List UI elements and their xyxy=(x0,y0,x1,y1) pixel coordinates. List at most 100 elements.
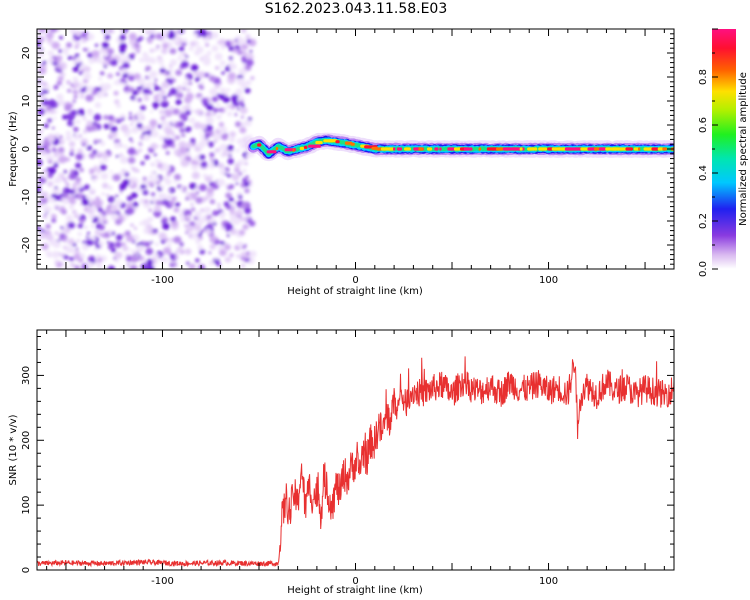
noise-blob xyxy=(195,239,201,244)
noise-blob xyxy=(240,43,249,51)
noise-blob xyxy=(195,109,202,115)
noise-blob xyxy=(249,250,257,258)
noise-blob xyxy=(96,87,102,92)
noise-blob xyxy=(93,216,99,222)
noise-blob xyxy=(118,58,126,64)
noise-blob xyxy=(81,243,90,251)
snr-x-tick-label: 0 xyxy=(352,576,358,587)
noise-blob xyxy=(208,143,214,148)
noise-blob xyxy=(206,186,215,194)
noise-blob xyxy=(130,95,136,101)
noise-blob xyxy=(126,263,130,267)
noise-blob xyxy=(47,50,54,57)
noise-blob xyxy=(117,209,121,213)
noise-blob xyxy=(63,170,67,174)
noise-blob xyxy=(108,120,114,125)
noise-blob xyxy=(91,224,95,228)
noise-blob xyxy=(150,31,154,34)
noise-blob xyxy=(69,189,75,195)
noise-blob xyxy=(220,241,225,245)
noise-blob xyxy=(177,56,182,61)
noise-blob xyxy=(197,244,204,251)
noise-blob xyxy=(235,182,239,185)
noise-blob xyxy=(218,38,226,46)
noise-blob xyxy=(179,146,188,155)
noise-blob xyxy=(164,237,169,242)
noise-blob xyxy=(200,161,208,168)
noise-blob xyxy=(68,204,75,210)
noise-blob xyxy=(96,257,103,263)
noise-blob xyxy=(60,175,65,180)
noise-blob xyxy=(116,103,122,109)
spectrogram-y-tick-label: 0 xyxy=(21,146,32,152)
noise-blob xyxy=(157,95,162,100)
noise-blob xyxy=(199,154,206,160)
colorbar-tick-label: 0.0 xyxy=(698,261,709,277)
noise-blob xyxy=(124,230,131,237)
noise-blob xyxy=(83,129,87,132)
noise-blob xyxy=(140,78,146,84)
noise-blob xyxy=(185,224,194,233)
noise-blob xyxy=(77,231,82,237)
noise-blob xyxy=(124,131,130,137)
noise-blob xyxy=(132,168,138,173)
noise-blob xyxy=(168,64,173,68)
carrier-peak xyxy=(393,147,396,151)
noise-blob xyxy=(237,49,243,56)
noise-blob xyxy=(161,48,168,55)
noise-blob xyxy=(55,132,59,136)
noise-blob xyxy=(51,126,55,130)
noise-blob xyxy=(170,106,173,109)
noise-blob xyxy=(67,221,75,229)
noise-blob xyxy=(116,72,120,76)
noise-blob xyxy=(114,251,123,259)
noise-blob xyxy=(69,256,74,262)
noise-blob xyxy=(136,244,145,252)
noise-blob xyxy=(98,76,103,81)
noise-blob xyxy=(161,217,168,223)
noise-blob xyxy=(105,220,109,224)
noise-blob xyxy=(73,134,80,141)
noise-blob xyxy=(156,163,163,169)
noise-blob xyxy=(53,162,59,168)
noise-blob xyxy=(65,182,70,187)
noise-blob xyxy=(177,153,181,157)
noise-blob xyxy=(244,162,248,166)
noise-blob xyxy=(69,247,77,254)
noise-blob xyxy=(67,238,75,246)
noise-blob xyxy=(153,210,162,218)
noise-blob xyxy=(132,90,139,96)
noise-blob xyxy=(185,110,192,116)
noise-blob xyxy=(245,34,251,39)
noise-blob xyxy=(150,241,153,244)
noise-blob xyxy=(75,53,80,58)
snr-x-tick-label: 100 xyxy=(539,576,558,587)
noise-blob xyxy=(249,50,253,53)
noise-blob xyxy=(237,107,240,110)
noise-blob xyxy=(148,90,153,95)
carrier-peak xyxy=(637,147,641,151)
noise-blob xyxy=(84,226,88,229)
noise-blob xyxy=(82,240,86,244)
noise-blob xyxy=(173,207,180,213)
noise-blob xyxy=(169,59,178,66)
noise-blob xyxy=(132,249,137,254)
noise-blob xyxy=(129,264,138,269)
noise-blob xyxy=(187,105,192,109)
noise-blob xyxy=(107,29,112,33)
noise-blob xyxy=(208,260,215,266)
carrier-peak xyxy=(533,147,538,151)
carrier-peak xyxy=(502,147,516,151)
noise-blob xyxy=(79,219,85,224)
noise-blob xyxy=(132,240,136,244)
noise-blob xyxy=(207,115,212,119)
noise-blob xyxy=(179,128,185,133)
noise-blob xyxy=(109,170,113,174)
noise-blob xyxy=(88,58,95,64)
noise-blob xyxy=(77,223,84,229)
noise-blob xyxy=(189,41,196,47)
noise-blob xyxy=(57,75,64,82)
noise-blob xyxy=(76,239,81,243)
noise-blob xyxy=(37,44,40,48)
